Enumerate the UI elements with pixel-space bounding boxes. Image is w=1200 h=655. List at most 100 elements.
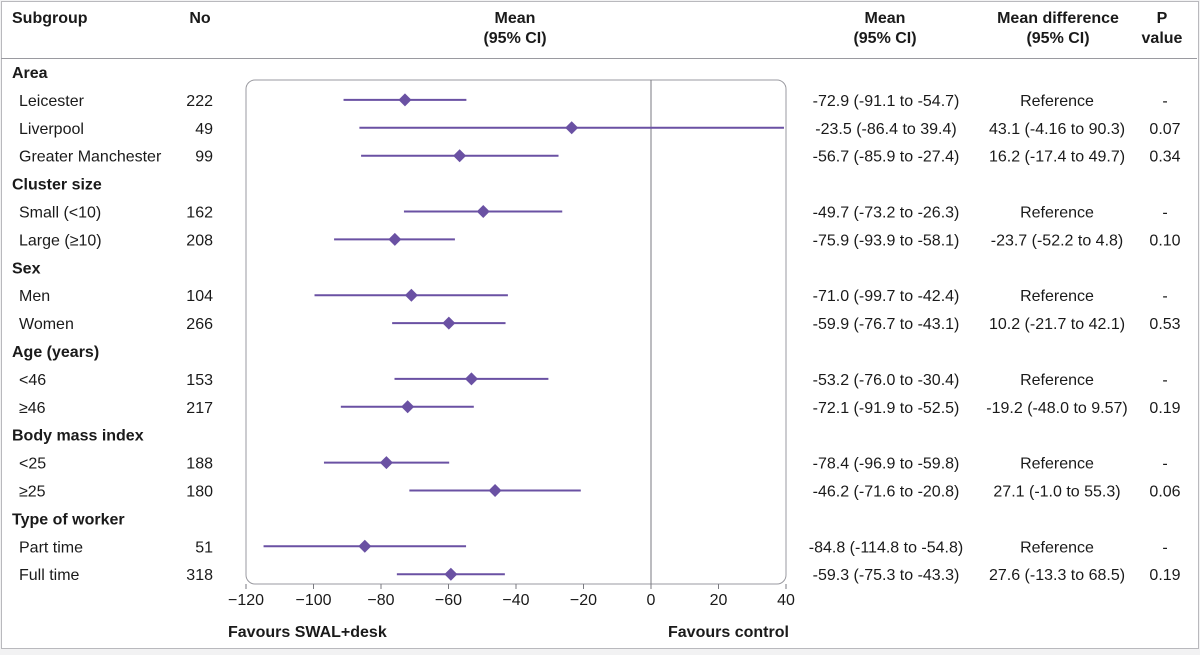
row-label: <46 bbox=[19, 372, 46, 389]
row-mean-ci: -72.9 (-91.1 to -54.7) bbox=[813, 93, 960, 110]
header-mean-difference-line1: Mean difference bbox=[997, 10, 1119, 27]
x-tick-label: 0 bbox=[647, 592, 656, 609]
row-n: 217 bbox=[186, 400, 213, 417]
row-n: 153 bbox=[186, 372, 213, 389]
header-mean-ci-line2: (95% CI) bbox=[853, 30, 917, 47]
row-p-value: 0.19 bbox=[1149, 567, 1180, 584]
row-mean-ci: -49.7 (-73.2 to -26.3) bbox=[813, 205, 960, 222]
row-p-value: 0.34 bbox=[1149, 149, 1180, 166]
header-mean-plot-line1: Mean bbox=[494, 10, 536, 27]
row-mean-ci: -78.4 (-96.9 to -59.8) bbox=[813, 456, 960, 473]
header-p-value: P value bbox=[1132, 9, 1192, 49]
group-label: Sex bbox=[12, 260, 41, 277]
mean-marker bbox=[398, 93, 412, 107]
x-tick-label: 20 bbox=[710, 592, 728, 609]
group-label: Cluster size bbox=[12, 177, 102, 194]
row-mean-difference: 43.1 (-4.16 to 90.3) bbox=[989, 121, 1125, 138]
row-n: 51 bbox=[195, 539, 213, 556]
group-label: Age (years) bbox=[12, 344, 99, 361]
row-mean-ci: -75.9 (-93.9 to -58.1) bbox=[813, 232, 960, 249]
header-mean-difference-line2: (95% CI) bbox=[1026, 30, 1090, 47]
row-mean-ci: -46.2 (-71.6 to -20.8) bbox=[813, 484, 960, 501]
row-n: 104 bbox=[186, 288, 213, 305]
row-label: Men bbox=[19, 288, 50, 305]
row-mean-difference: Reference bbox=[1020, 456, 1094, 473]
x-tick-label: −100 bbox=[295, 592, 331, 609]
x-tick-label: −60 bbox=[435, 592, 462, 609]
row-mean-ci: -72.1 (-91.9 to -52.5) bbox=[813, 400, 960, 417]
row-label: Part time bbox=[19, 539, 83, 556]
row-mean-difference: Reference bbox=[1020, 372, 1094, 389]
x-tick-label: −40 bbox=[502, 592, 529, 609]
favours-right-label: Favours control bbox=[668, 624, 789, 641]
row-mean-ci: -59.9 (-76.7 to -43.1) bbox=[813, 316, 960, 333]
row-label: ≥46 bbox=[19, 400, 46, 417]
header-mean-ci-line1: Mean bbox=[864, 10, 906, 27]
row-mean-difference: 10.2 (-21.7 to 42.1) bbox=[989, 316, 1125, 333]
mean-marker bbox=[444, 567, 458, 581]
group-label: Type of worker bbox=[12, 511, 125, 528]
row-label: Large (≥10) bbox=[19, 232, 102, 249]
row-mean-difference: Reference bbox=[1020, 205, 1094, 222]
row-p-value: 0.06 bbox=[1149, 484, 1180, 501]
row-mean-difference: 27.1 (-1.0 to 55.3) bbox=[993, 484, 1120, 501]
mean-marker bbox=[488, 484, 502, 497]
row-mean-difference: -19.2 (-48.0 to 9.57) bbox=[986, 400, 1127, 417]
row-n: 208 bbox=[186, 232, 213, 249]
row-mean-ci: -71.0 (-99.7 to -42.4) bbox=[813, 288, 960, 305]
row-p-value: - bbox=[1162, 205, 1167, 222]
row-mean-ci: -59.3 (-75.3 to -43.3) bbox=[813, 567, 960, 584]
row-label: Greater Manchester bbox=[19, 149, 162, 166]
header-subgroup: Subgroup bbox=[12, 10, 88, 27]
row-mean-difference: Reference bbox=[1020, 539, 1094, 556]
x-tick-label: −80 bbox=[367, 592, 394, 609]
row-n: 266 bbox=[186, 316, 213, 333]
row-label: Full time bbox=[19, 567, 80, 584]
mean-marker bbox=[404, 288, 418, 302]
row-mean-difference: -23.7 (-52.2 to 4.8) bbox=[991, 232, 1124, 249]
row-mean-ci: -84.8 (-114.8 to -54.8) bbox=[809, 539, 963, 556]
header-no: No bbox=[189, 10, 211, 27]
row-n: 49 bbox=[195, 121, 213, 138]
x-tick-label: −20 bbox=[570, 592, 597, 609]
header-mean-difference: Mean difference (95% CI) bbox=[968, 9, 1148, 49]
header-divider bbox=[1, 58, 1197, 59]
row-mean-ci: -23.5 (-86.4 to 39.4) bbox=[815, 121, 956, 138]
row-p-value: - bbox=[1162, 456, 1167, 473]
row-mean-difference: 27.6 (-13.3 to 68.5) bbox=[989, 567, 1125, 584]
mean-marker bbox=[379, 456, 393, 470]
mean-marker bbox=[442, 316, 456, 330]
x-tick-label: −120 bbox=[228, 592, 264, 609]
row-mean-ci: -53.2 (-76.0 to -30.4) bbox=[813, 372, 960, 389]
row-n: 162 bbox=[186, 205, 213, 222]
row-p-value: - bbox=[1162, 372, 1167, 389]
mean-marker bbox=[464, 372, 478, 386]
row-p-value: - bbox=[1162, 539, 1167, 556]
mean-marker bbox=[453, 149, 467, 163]
mean-marker bbox=[358, 539, 372, 553]
row-n: 222 bbox=[186, 93, 213, 110]
group-label: Body mass index bbox=[12, 428, 144, 445]
mean-marker bbox=[388, 232, 402, 246]
header-mean-plot: Mean (95% CI) bbox=[440, 9, 590, 49]
row-p-value: - bbox=[1162, 93, 1167, 110]
header-p-value-line1: P bbox=[1156, 10, 1168, 27]
row-p-value: 0.07 bbox=[1149, 121, 1180, 138]
row-label: Women bbox=[19, 316, 74, 333]
header-mean-ci: Mean (95% CI) bbox=[810, 9, 960, 49]
x-tick-label: 40 bbox=[777, 592, 795, 609]
row-mean-ci: -56.7 (-85.9 to -27.4) bbox=[813, 149, 960, 166]
header-p-value-line2: value bbox=[1141, 30, 1183, 47]
row-p-value: 0.10 bbox=[1149, 232, 1180, 249]
group-label: Area bbox=[12, 65, 48, 82]
row-mean-difference: Reference bbox=[1020, 93, 1094, 110]
row-p-value: 0.53 bbox=[1149, 316, 1180, 333]
row-n: 180 bbox=[186, 484, 213, 501]
row-p-value: 0.19 bbox=[1149, 400, 1180, 417]
header-mean-plot-line2: (95% CI) bbox=[483, 30, 547, 47]
row-label: Leicester bbox=[19, 93, 85, 110]
row-label: Liverpool bbox=[19, 121, 84, 138]
